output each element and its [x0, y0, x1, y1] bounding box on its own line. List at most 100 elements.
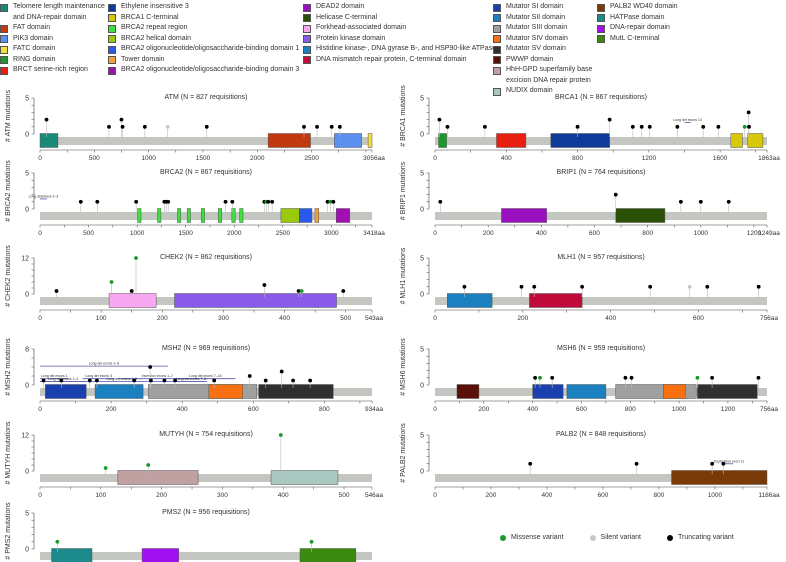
legend-swatch-icon	[493, 45, 501, 54]
legend-label: MutL C-terminal	[610, 34, 660, 42]
truncating-mutation-dot	[325, 199, 330, 204]
x-tick-label: 600	[598, 492, 609, 499]
protein-domain	[550, 133, 610, 148]
missense-mutation-dot	[146, 463, 151, 467]
x-end-label: 756aa	[760, 315, 778, 322]
variant-legend-label: Truncating variant	[678, 534, 734, 541]
x-tick-label: 400	[542, 492, 553, 499]
legend-label: DEAD2 domain	[316, 3, 365, 10]
protein-domain	[51, 548, 93, 562]
y-tick-label: 5	[420, 256, 424, 263]
legend-item: PWWP domain	[493, 55, 592, 66]
truncating-mutation-dot	[120, 124, 125, 129]
legend-item: Mutator SII domain	[493, 13, 592, 24]
truncating-mutation-dot	[132, 378, 137, 383]
truncating-mutation-dot	[129, 289, 134, 293]
x-tick-label: 0	[433, 230, 437, 237]
protein-domain	[456, 384, 480, 399]
x-tick-label: 200	[157, 315, 168, 322]
y-tick-label: 0	[25, 132, 29, 139]
truncating-mutation-dot	[270, 199, 275, 204]
protein-domain	[314, 208, 320, 223]
protein-domain	[39, 133, 59, 148]
y-tick-label: 8	[25, 347, 29, 354]
legend-label: Protein kinase domain	[316, 34, 386, 42]
plot-title: PALB2 (N = 848 requisitions)	[556, 431, 646, 438]
protein-domain	[231, 208, 236, 223]
truncating-mutation-dot	[107, 124, 111, 129]
truncating-mutation-dot	[308, 378, 313, 383]
legend-item: BRCA1 C-terminal	[108, 13, 299, 24]
structural-variant-label: Long del exons 3	[85, 374, 112, 378]
variant-legend-label: Silent variant	[600, 534, 641, 541]
legend-label: BRCA2 helical domain	[121, 34, 192, 42]
legend-label: BRCA2 repeat region	[121, 24, 188, 31]
plot-title: MSH2 (N = 969 requisitions)	[162, 345, 250, 352]
legend-swatch-icon	[493, 24, 501, 33]
protein-domain	[532, 384, 564, 399]
x-tick-label: 600	[589, 230, 600, 237]
legend-swatch-icon	[303, 24, 311, 33]
x-tick-label: 500	[83, 230, 94, 237]
protein-domain	[137, 208, 142, 223]
protein-domain	[299, 208, 313, 223]
legend-item: BRCA2 oligonucleotide/oligosaccharide-bi…	[108, 44, 299, 55]
truncating-mutation-dot	[204, 124, 209, 129]
legend-label: BRCA2 oligonucleotide/oligosaccharide-bi…	[121, 66, 300, 73]
truncating-mutation-dot	[266, 199, 271, 204]
protein-backbone	[435, 474, 767, 482]
truncating-mutation-dot	[550, 375, 555, 380]
protein-domain	[186, 208, 191, 223]
protein-domain	[267, 133, 311, 148]
legend-column: Mutator SI domain Mutator SII domain Mutat…	[493, 2, 592, 97]
legend-item: FAT domain	[0, 23, 105, 34]
truncating-mutation-dot	[291, 378, 295, 383]
protein-domain	[174, 293, 337, 308]
truncating-mutation-dot	[721, 461, 726, 466]
x-tick-label: 300	[217, 492, 228, 499]
legend-item: Protein kinase domain	[303, 34, 496, 45]
truncating-mutation-dot	[533, 375, 537, 380]
structural-variant-label: Long del exons 7–8	[176, 377, 207, 381]
legend-item: Mutator SIII domain	[493, 23, 592, 34]
protein-domain	[239, 208, 244, 223]
legend-item: Forkhead-associated domain	[303, 23, 496, 34]
truncating-mutation-dot	[710, 375, 714, 380]
x-tick-label: 0	[433, 315, 437, 322]
x-tick-label: 400	[279, 315, 290, 322]
legend-swatch-icon	[108, 24, 116, 33]
truncating-mutation-dot	[162, 378, 167, 383]
truncating-mutation-dot	[87, 378, 92, 383]
msh6-lollipop-plot: MSH6 (N = 959 requisitions) # MSH6 mutati…	[400, 338, 778, 413]
plot-title: ATM (N = 827 requisitions)	[165, 94, 248, 101]
legend-swatch-icon	[493, 56, 501, 64]
legend-swatch-icon	[303, 56, 311, 64]
truncating-mutation-dot	[94, 378, 99, 383]
x-tick-label: 200	[156, 492, 167, 499]
truncating-mutation-dot	[710, 461, 715, 466]
legend-swatch-icon	[108, 66, 116, 75]
x-end-label: 756aa	[760, 406, 778, 413]
x-tick-label: 1000	[141, 155, 156, 162]
legend-item: Telomere length maintenance and DNA-repa…	[0, 2, 105, 23]
protein-domain	[177, 208, 182, 223]
legend-label: FATC domain	[13, 45, 56, 52]
protein-domain	[157, 208, 162, 223]
x-tick-label: 100	[96, 315, 107, 322]
legend-item: BRCA2 oligonucleotide/oligosaccharide-bi…	[108, 65, 299, 76]
protein-domain	[529, 293, 583, 308]
legend-label: BRCA2 oligonucleotide/oligosaccharide-bi…	[121, 45, 300, 52]
truncating-dot-icon	[667, 534, 673, 541]
truncating-mutation-dot	[528, 461, 533, 466]
legend-label: Mutator SIII domain	[506, 24, 568, 31]
legend-swatch-icon	[303, 35, 311, 43]
x-tick-label: 400	[278, 492, 289, 499]
legend-swatch-icon	[303, 3, 311, 12]
missense-mutation-dot	[103, 466, 108, 470]
y-tick-label: 12	[21, 433, 29, 440]
truncating-mutation-dot	[95, 199, 100, 204]
truncating-mutation-dot	[262, 283, 267, 287]
legend-item: BRCA2 repeat region	[108, 23, 299, 34]
legend-item: BRCT serine-rich region	[0, 65, 105, 76]
